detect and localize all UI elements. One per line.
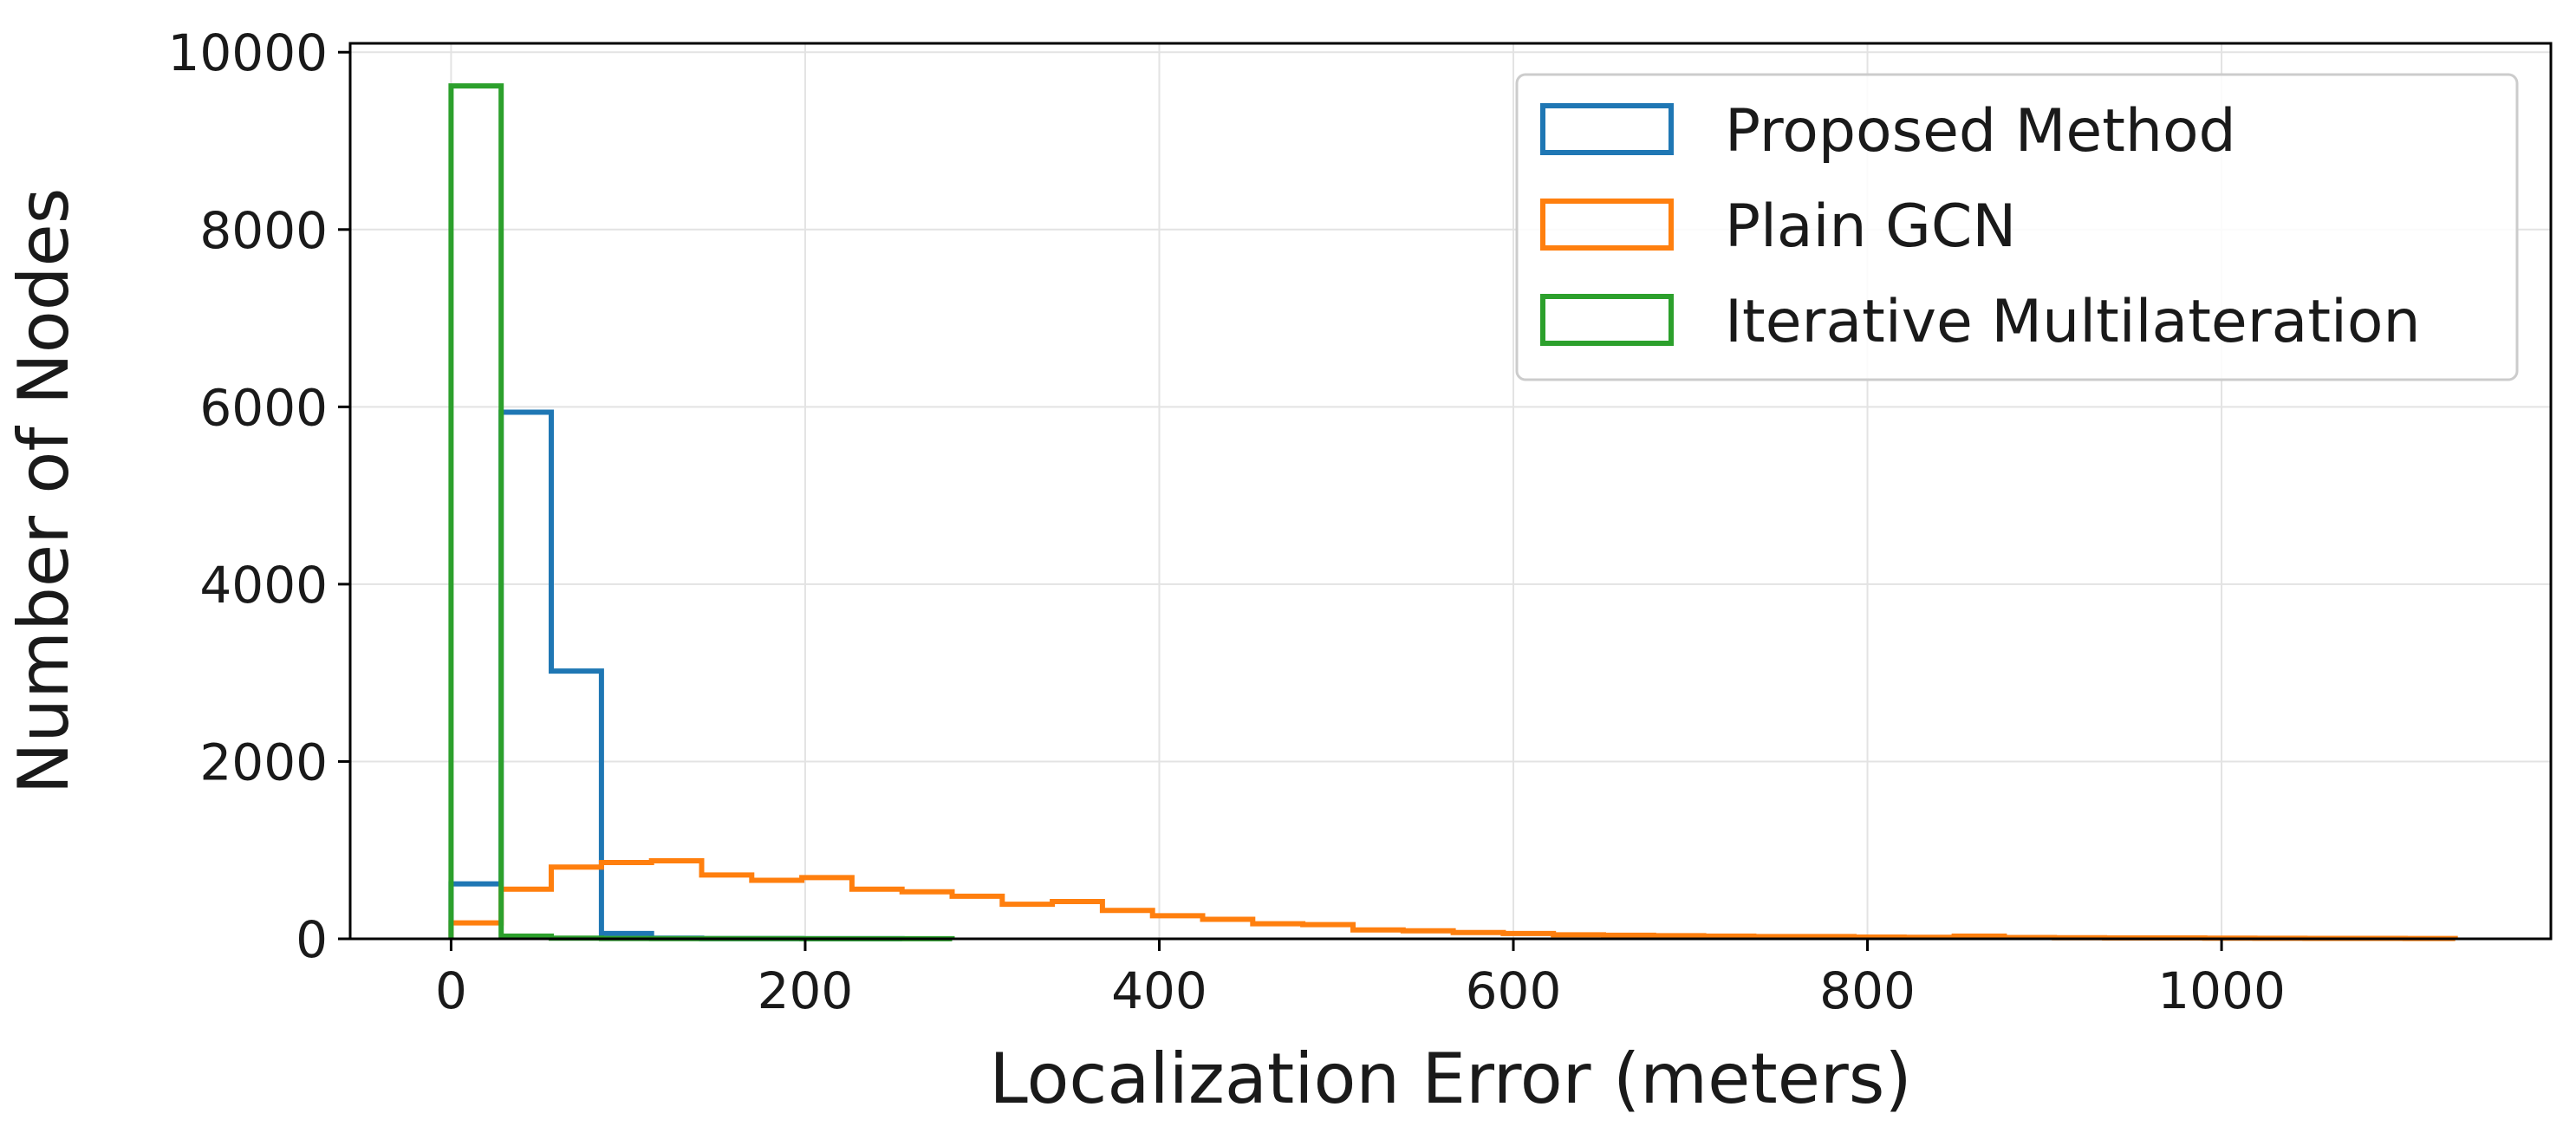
legend-label-plain-gcn: Plain GCN (1725, 192, 2016, 261)
y-tick-label: 0 (296, 910, 328, 969)
x-axis-ticks: 0 200 400 600 800 1000 (435, 939, 2286, 1020)
x-tick-label: 600 (1466, 961, 1562, 1020)
plot-area-frame (348, 42, 2553, 941)
x-tick-label: 400 (1111, 961, 1207, 1020)
y-tick-label: 6000 (199, 378, 328, 437)
legend-label-iterative-multilateration: Iterative Multilateration (1725, 288, 2421, 356)
y-axis-label: Number of Nodes (3, 188, 84, 795)
legend-box (1515, 73, 2519, 381)
series-iterative-multilateration-step (448, 83, 955, 941)
x-tick-label: 0 (435, 961, 467, 1020)
x-tick-label: 1000 (2157, 961, 2286, 1020)
x-tick-label: 200 (758, 961, 854, 1020)
x-tick-label: 800 (1819, 961, 1916, 1020)
legend: Proposed Method Plain GCN Iterative Multil… (1515, 73, 2519, 381)
x-axis-label: Localization Error (meters) (989, 1039, 1911, 1119)
legend-label-proposed-method: Proposed Method (1725, 97, 2236, 166)
y-tick-label: 8000 (199, 201, 328, 260)
y-tick-label: 2000 (199, 733, 328, 791)
legend-swatch-proposed-method (1540, 103, 1674, 155)
series-plain-gcn-step (448, 858, 2458, 941)
y-tick-label: 4000 (199, 556, 328, 615)
legend-swatch-iterative-multilateration (1540, 294, 1674, 346)
y-axis-ticks: 0 2000 4000 6000 8000 10000 (167, 23, 350, 969)
y-tick-label: 10000 (167, 23, 328, 82)
legend-swatch-plain-gcn (1540, 199, 1674, 251)
